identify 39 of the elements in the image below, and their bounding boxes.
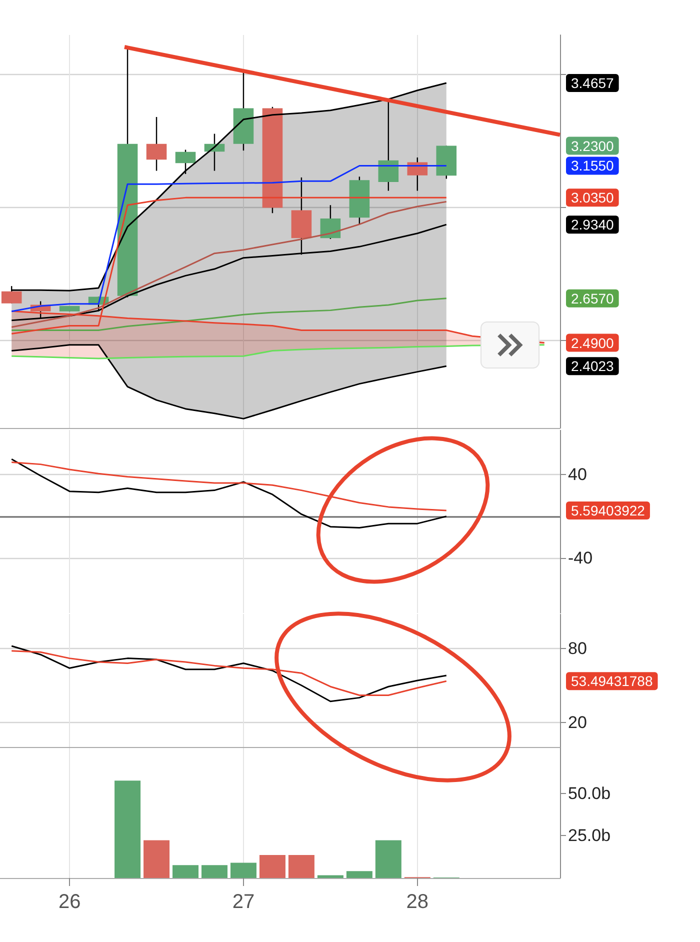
candlestick [320,204,341,240]
y-tick-label: 20 [568,712,587,732]
y-tick-label: 2.4900 [571,334,614,351]
y-tick-label: 3.1550 [571,158,614,174]
y-tick-label: 2.6570 [571,290,614,306]
x-tick-label: 27 [232,891,255,913]
y-tick-label: 5.59403922 [571,502,646,518]
candlestick [146,116,167,172]
line-series [10,298,448,332]
y-tick-label: 3.0350 [571,190,614,206]
line-series [10,344,448,420]
y-tick-label: 40 [568,465,587,484]
y-tick-label: 80 [568,638,587,658]
line-series [10,458,448,528]
bar [144,840,170,878]
bar [230,862,256,878]
y-tick-label: 53.49431788 [571,673,653,690]
y-tick-label: 25.0b [568,826,611,846]
y-tick-label: 2.9340 [571,216,614,233]
bar [288,855,314,878]
line-series [10,650,448,696]
line-series [10,645,448,702]
y-tick-label: 3.2300 [571,138,614,154]
bar [172,865,199,878]
bar [317,875,344,878]
bar [259,855,286,878]
x-tick-label: 26 [58,891,81,913]
bar [114,780,141,878]
bar [346,871,372,878]
y-tick-label: 50.0b [568,784,611,803]
x-tick-label: 28 [406,891,429,913]
bar [375,840,402,878]
candlestick [175,149,196,175]
candlestick [378,100,399,192]
line-series [10,461,448,512]
y-tick-label: -40 [568,548,593,568]
y-tick-label: 3.4657 [571,75,614,92]
bar [201,865,228,878]
y-tick-label: 2.4023 [571,358,614,374]
